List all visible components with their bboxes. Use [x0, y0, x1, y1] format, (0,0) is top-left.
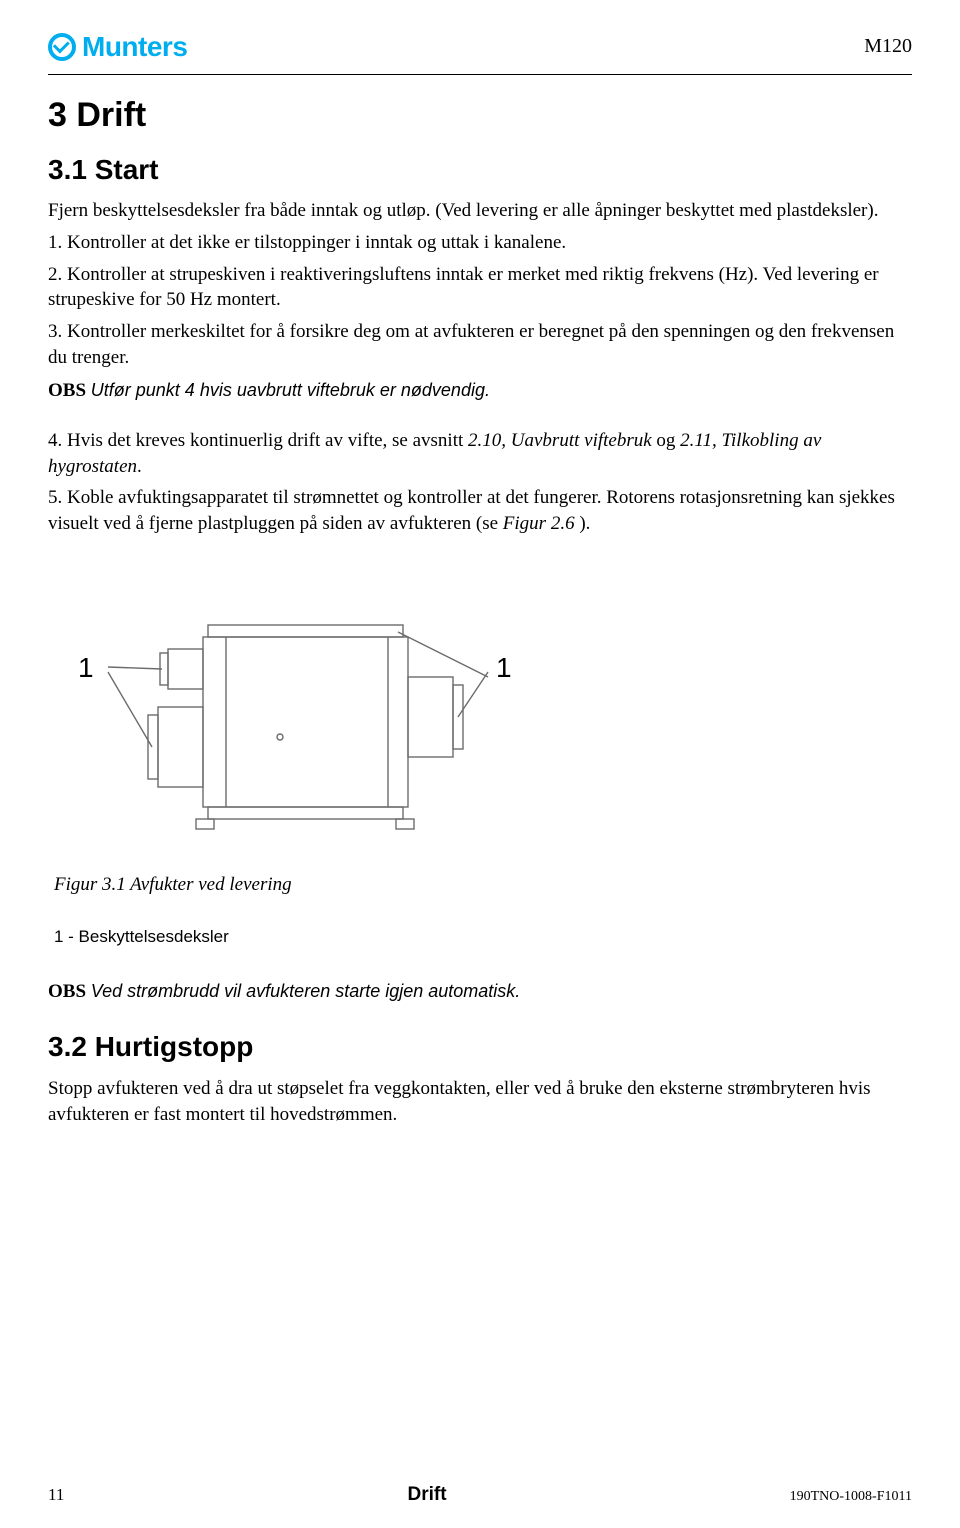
step-4: 4. Hvis det kreves kontinuerlig drift av… — [48, 428, 912, 479]
paragraph-3-2: Stopp avfukteren ved å dra ut støpselet … — [48, 1076, 912, 1127]
figure-caption: Figur 3.1 Avfukter ved levering — [54, 872, 912, 898]
note-1: OBS Utfør punkt 4 hvis uavbrutt viftebru… — [48, 378, 912, 404]
step4-text-b: og — [652, 430, 681, 451]
step4-text-c: . — [137, 456, 142, 477]
step-5: 5. Koble avfuktingsapparatet til strømne… — [48, 485, 912, 536]
callout-1-right: 1 — [496, 652, 512, 683]
note-text: Utfør punkt 4 hvis uavbrutt viftebruk er… — [91, 380, 490, 400]
document-code: M120 — [864, 33, 912, 60]
note2-text: Ved strømbrudd vil avfukteren starte igj… — [91, 981, 521, 1001]
page-footer: 11 Drift 190TNO-1008-F1011 — [48, 1482, 912, 1508]
footer-doc-id: 190TNO-1008-F1011 — [790, 1488, 912, 1507]
step4-text-a: 4. Hvis det kreves kontinuerlig drift av… — [48, 430, 468, 451]
figure-legend: 1 - Beskyttelsesdeksler — [54, 926, 912, 949]
note-2: OBS Ved strømbrudd vil avfukteren starte… — [48, 979, 912, 1005]
step-2: 2. Kontroller at strupeskiven i reaktive… — [48, 262, 912, 313]
step4-ref1: 2.10, Uavbrutt viftebruk — [468, 430, 652, 451]
step-3: 3. Kontroller merkeskiltet for å forsikr… — [48, 319, 912, 370]
step5-text-b: ). — [575, 513, 591, 534]
callout-1-left: 1 — [78, 652, 94, 683]
step5-ref: Figur 2.6 — [503, 513, 575, 534]
dehumidifier-diagram-icon: 1 1 — [48, 577, 528, 857]
page-header: Munters M120 — [48, 28, 912, 75]
brand-name: Munters — [82, 28, 187, 66]
step5-text-a: 5. Koble avfuktingsapparatet til strømne… — [48, 487, 895, 534]
brand-check-icon — [48, 33, 76, 61]
heading-3-1: 3.1 Start — [48, 151, 912, 189]
figure-3-1: 1 1 Figur 3.1 Avfukter ved levering — [48, 577, 912, 898]
heading-level-1: 3 Drift — [48, 93, 912, 139]
note2-label: OBS — [48, 981, 86, 1002]
footer-section-title: Drift — [407, 1482, 446, 1508]
brand-logo: Munters — [48, 28, 187, 66]
note-label: OBS — [48, 380, 86, 401]
footer-page-number: 11 — [48, 1484, 64, 1507]
heading-3-2: 3.2 Hurtigstopp — [48, 1028, 912, 1066]
intro-paragraph: Fjern beskyttelsesdeksler fra både innta… — [48, 198, 912, 224]
step-1: 1. Kontroller at det ikke er tilstopping… — [48, 230, 912, 256]
